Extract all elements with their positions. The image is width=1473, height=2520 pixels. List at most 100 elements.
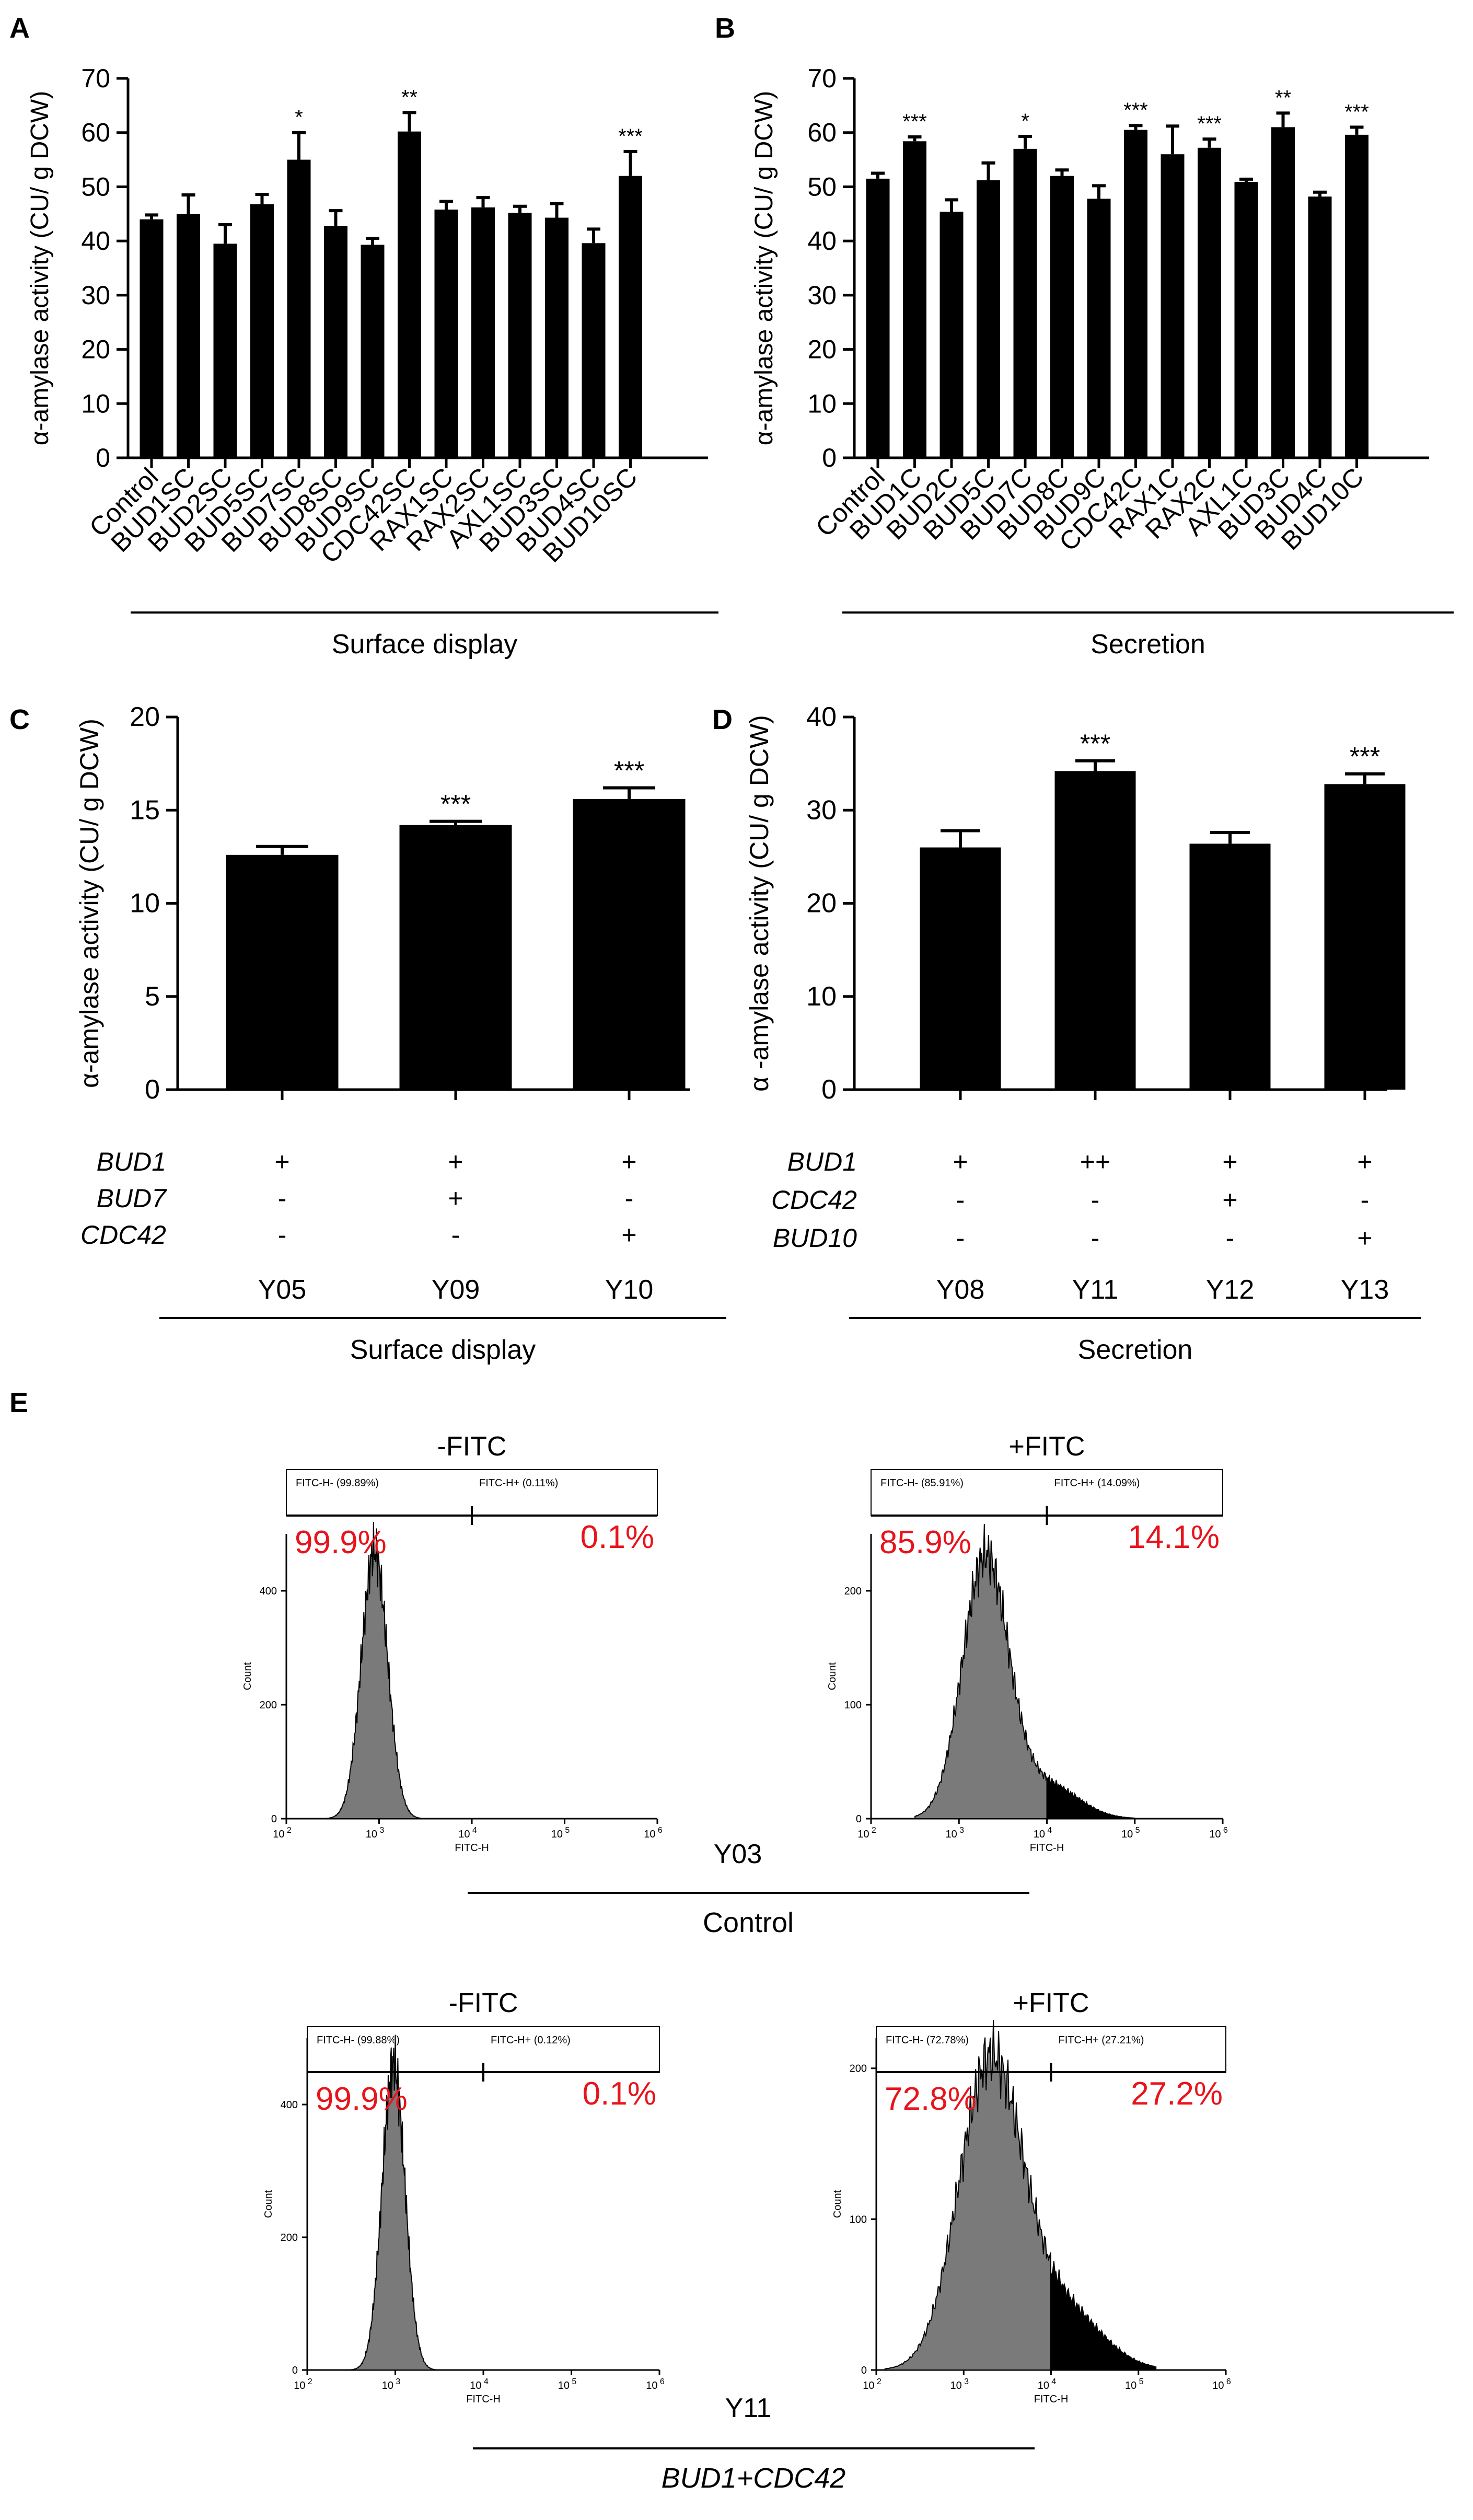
bar [1271, 127, 1295, 458]
significance-mark: *** [1123, 99, 1148, 122]
y-tick-label: 400 [260, 1586, 277, 1597]
gate-negative-label: FITC-H- (72.78%) [886, 2035, 969, 2046]
y-tick-label: 200 [281, 2232, 298, 2244]
flow-group: -FITC 0 200 400 Count 10 2 10 3 10 4 10 5 10 6 FIT… [242, 1431, 1228, 1938]
flow-histogram: +FITC 0 100 200 Count 10 2 10 3 10 4 10 5 10 6 FIT… [832, 1988, 1231, 2405]
x-tick-label: 10 2 [863, 2377, 882, 2391]
genotype-mark: + [448, 1184, 463, 1213]
y-axis-label: Count [827, 1662, 838, 1690]
bar [471, 207, 495, 458]
gate-negative-label: FITC-H- (99.88%) [317, 2035, 400, 2046]
plot-title: -FITC [437, 1431, 507, 1462]
significance-mark: * [295, 106, 303, 129]
y-axis-label: α -amylase activity (CU/ g DCW) [745, 715, 774, 1092]
genotype-gene-label: CDC42 [771, 1185, 857, 1215]
y-tick-label: 15 [130, 795, 160, 825]
genotype-mark: - [278, 1184, 287, 1213]
genotype-mark: + [1357, 1223, 1372, 1253]
significance-mark: *** [614, 756, 644, 785]
panel-c: C 0 5 10 15 20 α-amylase activity (CU/ g DCW) *… [9, 702, 726, 1365]
bar [1050, 176, 1074, 458]
genotype-mark: + [274, 1147, 289, 1176]
genotype-gene-label: CDC42 [80, 1220, 166, 1250]
bar [1124, 130, 1147, 458]
x-tick-label: 10 6 [646, 2377, 665, 2391]
gate-negative-label: FITC-H- (99.89%) [296, 1477, 379, 1489]
plot-title: -FITC [449, 1988, 518, 2018]
bar [1013, 148, 1037, 458]
bar [1054, 771, 1136, 1090]
genotype-mark: - [1091, 1185, 1100, 1215]
y-tick-label: 70 [807, 64, 837, 93]
y-tick-label: 40 [81, 226, 110, 256]
panel-letter: D [712, 704, 733, 735]
strain-label: Y13 [1341, 1275, 1389, 1305]
y-tick-label: 0 [292, 2365, 298, 2376]
strain-label: Y11 [1072, 1275, 1119, 1305]
x-tick-label: 10 2 [294, 2377, 312, 2391]
genotype-gene-label: BUD10 [773, 1223, 857, 1253]
y-tick-label: 400 [281, 2099, 298, 2111]
bar [1345, 134, 1368, 458]
bar [1308, 196, 1332, 458]
x-axis-label: FITC-H [466, 2394, 501, 2405]
genotype-mark: + [448, 1147, 463, 1176]
y-tick-label: 10 [130, 888, 160, 919]
bar [398, 131, 421, 458]
flow-histogram: -FITC 0 200 400 Count 10 2 10 3 10 4 10 5 10 6 FIT… [242, 1431, 663, 1854]
bar [213, 244, 237, 458]
genotype-mark: - [1091, 1223, 1100, 1253]
bar [140, 219, 164, 458]
y-axis-label: Count [263, 2190, 274, 2218]
x-tick-label: 10 6 [644, 1826, 663, 1840]
x-tick-label: 10 4 [458, 1826, 477, 1840]
group-label: Surface display [350, 1335, 536, 1365]
y-tick-label: 40 [806, 702, 837, 732]
significance-mark: *** [1197, 112, 1222, 135]
bar [582, 243, 606, 458]
y-tick-label: 0 [856, 1813, 862, 1825]
group-label: Secretion [1091, 629, 1205, 660]
bar [1189, 843, 1271, 1090]
bar [250, 204, 274, 458]
strain-label: Y11 [725, 2393, 772, 2423]
y-tick-label: 60 [807, 118, 837, 147]
bar [1087, 199, 1111, 458]
bar [361, 245, 385, 458]
histogram-positive-area [1046, 1774, 1135, 1819]
bar [920, 847, 1001, 1090]
positive-percent: 14.1% [1128, 1519, 1220, 1555]
y-tick-label: 10 [807, 389, 837, 418]
bar [287, 159, 311, 458]
positive-percent: 0.1% [583, 2076, 656, 2112]
y-tick-label: 5 [145, 981, 160, 1012]
y-tick-label: 20 [81, 335, 110, 364]
strain-label: Y03 [714, 1839, 762, 1869]
panel-a: A 0 10 20 30 40 50 60 70 α-amylase activity (CU/ … [9, 13, 718, 660]
y-tick-label: 10 [806, 981, 837, 1012]
flow-histogram: +FITC 0 100 200 Count 10 2 10 3 10 4 10 5 10 6 FIT… [827, 1431, 1228, 1854]
panel-letter: E [9, 1387, 28, 1418]
strain-label: Y08 [936, 1275, 985, 1305]
genotype-mark: ++ [1080, 1147, 1110, 1176]
y-tick-label: 0 [96, 443, 110, 472]
y-axis-label: α-amylase activity (CU/ g DCW) [26, 91, 54, 445]
gate-positive-label: FITC-H+ (0.12%) [491, 2035, 571, 2046]
panel-letter: C [9, 704, 30, 735]
y-tick-label: 0 [271, 1813, 277, 1825]
genotype-mark: + [1222, 1185, 1237, 1215]
group-label: Secretion [1078, 1335, 1193, 1365]
bar [903, 141, 926, 458]
y-axis-label: Count [832, 2190, 843, 2218]
bar [1234, 182, 1258, 458]
negative-percent: 72.8% [885, 2081, 977, 2117]
x-axis-label: FITC-H [455, 1842, 489, 1854]
genotype-mark: - [1226, 1223, 1235, 1253]
plot-title: +FITC [1009, 1431, 1085, 1462]
x-tick-label: 10 6 [1212, 2377, 1231, 2391]
y-tick-label: 200 [850, 2063, 867, 2075]
x-tick-label: 10 4 [1038, 2377, 1057, 2391]
group-label: BUD1+CDC42 [662, 2463, 846, 2494]
y-tick-label: 10 [81, 389, 110, 418]
genotype-mark: - [956, 1185, 965, 1215]
